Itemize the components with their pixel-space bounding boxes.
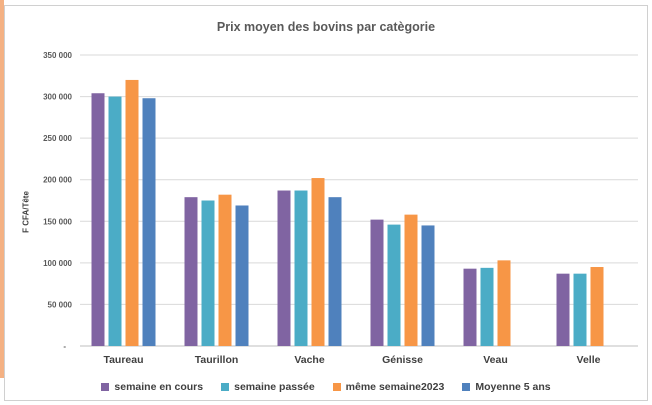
bar-génisse-series-2	[404, 214, 418, 346]
y-tick-label: 300 000	[43, 93, 72, 102]
y-tick-label: 50 000	[48, 300, 73, 309]
legend-entry: Moyenne 5 ans	[462, 381, 551, 393]
legend-entry: même semaine2023	[332, 381, 445, 393]
bar-velle-series-1	[573, 273, 587, 346]
legend-label: Moyenne 5 ans	[475, 381, 551, 393]
x-tick-label: Veau	[483, 354, 508, 366]
bar-vache-series-0	[277, 190, 291, 346]
bar-vache-series-2	[311, 178, 325, 346]
legend-swatch	[332, 383, 341, 391]
y-tick-label: 200 000	[43, 176, 72, 185]
y-tick-label: 100 000	[43, 259, 72, 268]
gridlines	[80, 54, 638, 347]
bar-veau-series-0	[463, 268, 477, 346]
bar-taureau-series-0	[91, 93, 105, 346]
legend-label: semaine passée	[234, 381, 315, 393]
bar-taurillon-series-3	[235, 205, 249, 346]
legend-label: même semaine2023	[345, 381, 445, 393]
bar-taureau-series-2	[125, 79, 139, 346]
bar-génisse-series-1	[387, 224, 401, 346]
x-tick-label: Velle	[577, 354, 601, 366]
bar-veau-series-1	[480, 267, 494, 346]
legend-entry: semaine passée	[221, 381, 315, 393]
legend-swatch	[462, 383, 471, 391]
bar-vache-series-3	[328, 197, 342, 346]
y-tick-label: 250 000	[43, 134, 72, 143]
bar-taurillon-series-1	[201, 200, 215, 346]
legend: semaine en cours semaine passée même semai…	[0, 381, 652, 393]
bar-génisse-series-3	[421, 225, 435, 346]
bars	[91, 79, 604, 346]
legend-entry: semaine en cours	[101, 381, 203, 393]
bar-taurillon-series-0	[184, 197, 198, 346]
bar-génisse-series-0	[370, 219, 384, 346]
x-tick-label: Taurillon	[195, 354, 239, 366]
tick-labels: - 50 000 100 000 150 000 200 000 250 000 300 0…	[43, 51, 601, 366]
bar-taureau-series-3	[142, 98, 156, 346]
bar-vache-series-1	[294, 190, 308, 346]
legend-label: semaine en cours	[114, 381, 204, 393]
bar-taureau-series-1	[108, 96, 122, 346]
bar-velle-series-0	[556, 273, 570, 346]
bar-veau-series-2	[497, 260, 511, 346]
x-tick-label: Génisse	[382, 354, 423, 366]
x-tick-label: Vache	[294, 354, 325, 366]
y-tick-label: -	[63, 342, 66, 351]
y-tick-label: 150 000	[43, 217, 72, 226]
legend-swatch	[101, 383, 110, 391]
legend-swatch	[221, 383, 230, 391]
bar-velle-series-2	[590, 267, 604, 346]
x-tick-label: Taureau	[103, 354, 143, 366]
chart-title: Prix moyen des bovins par catègorie	[216, 20, 436, 34]
accent-strip	[0, 0, 4, 378]
y-tick-label: 350 000	[43, 51, 72, 60]
bar-taurillon-series-2	[218, 194, 232, 346]
